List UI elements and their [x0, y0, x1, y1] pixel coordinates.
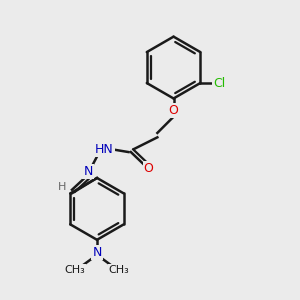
- Text: CH₃: CH₃: [109, 265, 130, 275]
- Text: N: N: [83, 165, 93, 178]
- Text: H: H: [58, 182, 66, 192]
- Text: Cl: Cl: [213, 76, 226, 89]
- Text: CH₃: CH₃: [64, 265, 85, 275]
- Text: O: O: [169, 104, 178, 117]
- Text: O: O: [144, 162, 154, 175]
- Text: HN: HN: [95, 142, 114, 156]
- Text: N: N: [92, 246, 102, 259]
